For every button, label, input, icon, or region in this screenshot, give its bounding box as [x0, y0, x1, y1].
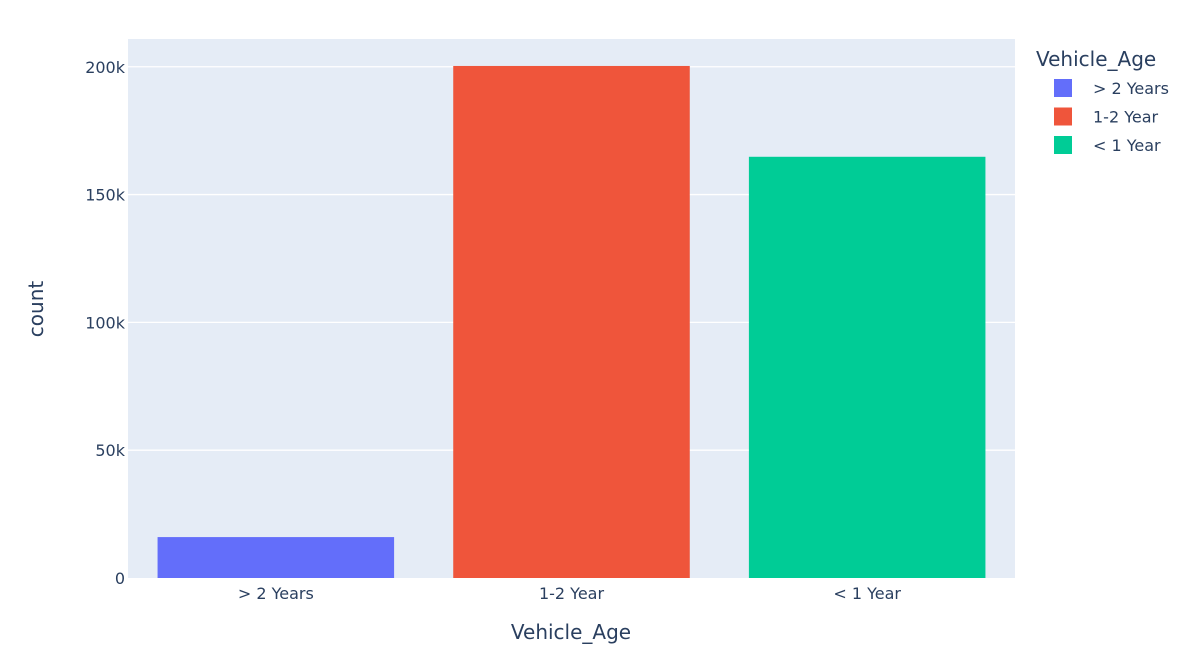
bar-3[interactable]: [748, 156, 986, 578]
bars: [157, 65, 986, 578]
x-tick-label: 1-2 Year: [539, 584, 605, 603]
legend-label[interactable]: > 2 Years: [1093, 79, 1169, 98]
legend-swatch[interactable]: [1054, 107, 1072, 126]
x-tick-label: < 1 Year: [833, 584, 901, 603]
y-tick-label: 0: [115, 569, 125, 588]
y-axis-title: count: [24, 281, 48, 338]
legend-label[interactable]: < 1 Year: [1093, 136, 1161, 155]
legend: Vehicle_Age > 2 Years 1-2 Year < 1 Year: [1036, 47, 1169, 155]
bar-2[interactable]: [453, 65, 690, 578]
bar-1[interactable]: [157, 537, 395, 578]
legend-title: Vehicle_Age: [1036, 47, 1156, 71]
y-tick-label: 150k: [85, 186, 126, 205]
x-axis-ticks: > 2 Years 1-2 Year < 1 Year: [238, 584, 902, 603]
y-tick-label: 200k: [85, 58, 126, 77]
x-axis-title: Vehicle_Age: [511, 620, 631, 644]
legend-swatch[interactable]: [1054, 79, 1072, 97]
legend-items: > 2 Years 1-2 Year < 1 Year: [1054, 79, 1169, 155]
x-tick-label: > 2 Years: [238, 584, 314, 603]
legend-label[interactable]: 1-2 Year: [1093, 108, 1159, 127]
y-axis-ticks: 0 50k 100k 150k 200k: [85, 58, 126, 588]
legend-swatch[interactable]: [1054, 136, 1072, 154]
y-tick-label: 50k: [95, 441, 125, 460]
y-tick-label: 100k: [85, 313, 126, 332]
